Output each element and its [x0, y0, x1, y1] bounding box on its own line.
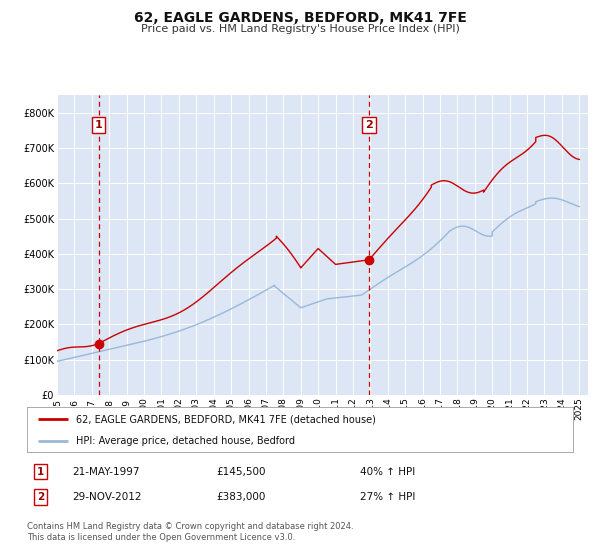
Text: 1: 1 [95, 120, 103, 130]
Text: 2: 2 [37, 492, 44, 502]
Text: Contains HM Land Registry data © Crown copyright and database right 2024.: Contains HM Land Registry data © Crown c… [27, 522, 353, 531]
Text: 27% ↑ HPI: 27% ↑ HPI [360, 492, 415, 502]
Text: 1: 1 [37, 466, 44, 477]
Text: HPI: Average price, detached house, Bedford: HPI: Average price, detached house, Bedf… [76, 436, 295, 446]
Text: Price paid vs. HM Land Registry's House Price Index (HPI): Price paid vs. HM Land Registry's House … [140, 24, 460, 34]
Text: 29-NOV-2012: 29-NOV-2012 [72, 492, 142, 502]
Text: £383,000: £383,000 [216, 492, 265, 502]
Text: 2: 2 [365, 120, 373, 130]
Text: 62, EAGLE GARDENS, BEDFORD, MK41 7FE: 62, EAGLE GARDENS, BEDFORD, MK41 7FE [134, 11, 466, 25]
Text: 21-MAY-1997: 21-MAY-1997 [72, 466, 139, 477]
Text: 40% ↑ HPI: 40% ↑ HPI [360, 466, 415, 477]
Text: £145,500: £145,500 [216, 466, 265, 477]
Text: This data is licensed under the Open Government Licence v3.0.: This data is licensed under the Open Gov… [27, 533, 295, 542]
Text: 62, EAGLE GARDENS, BEDFORD, MK41 7FE (detached house): 62, EAGLE GARDENS, BEDFORD, MK41 7FE (de… [76, 414, 376, 424]
